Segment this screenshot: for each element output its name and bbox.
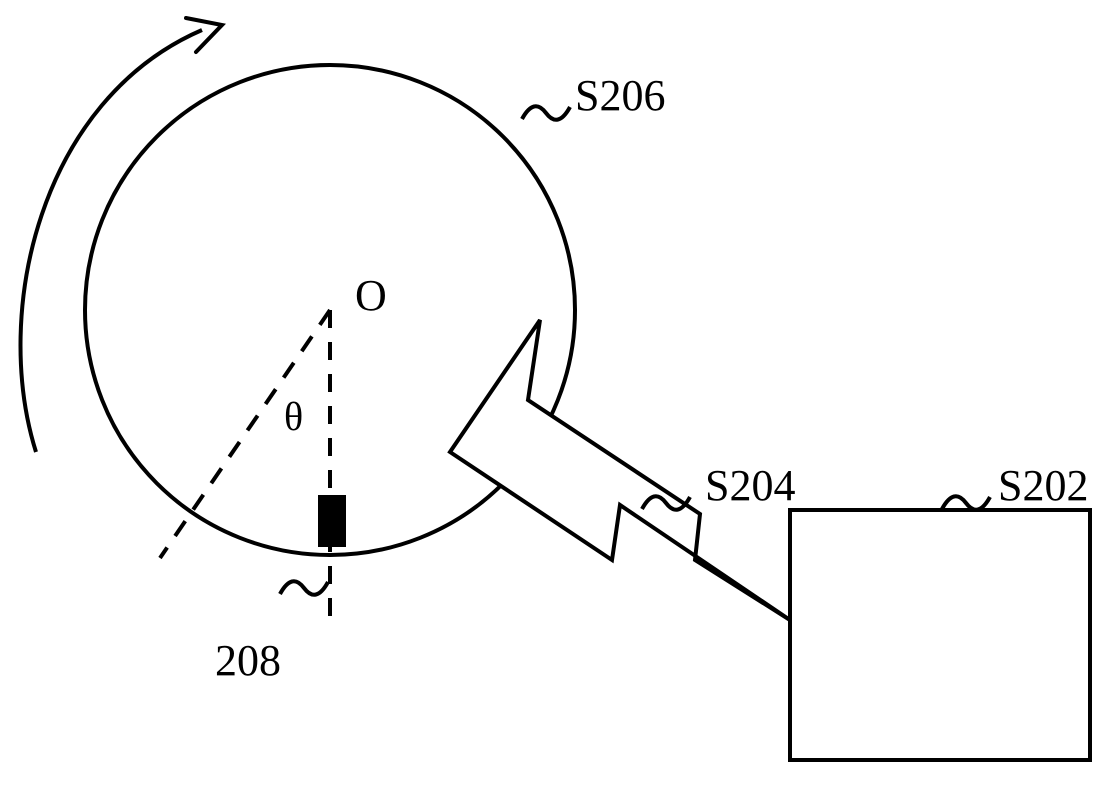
- center-label: O: [355, 271, 387, 320]
- leader-s206: [522, 106, 570, 119]
- leader-208: [280, 581, 328, 594]
- rotation-arrow: [21, 18, 222, 452]
- marker-208: [318, 495, 346, 547]
- label-s206: S206: [575, 71, 665, 120]
- label-s202: S202: [998, 461, 1088, 510]
- leader-s202: [942, 496, 990, 509]
- box-s202: [790, 510, 1090, 760]
- dashed-radius: [160, 310, 330, 558]
- theta-label: θ: [284, 394, 303, 439]
- label-s204: S204: [705, 461, 795, 510]
- label-208: 208: [215, 636, 281, 685]
